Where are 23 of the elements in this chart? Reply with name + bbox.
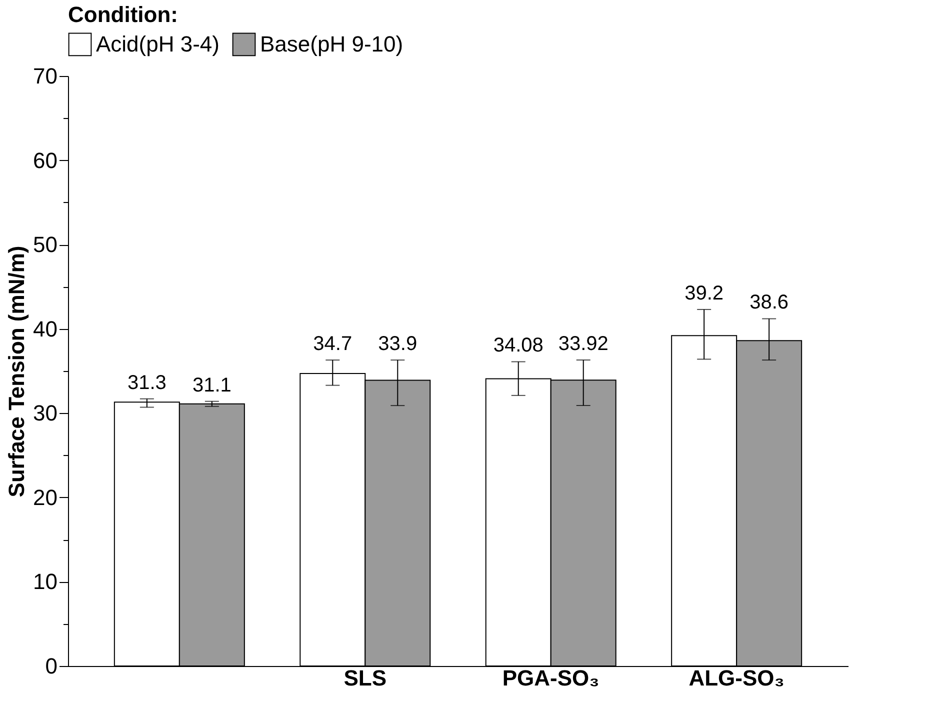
y-axis-title: Surface Tension (mN/m) [4,246,30,498]
legend-label: Acid(pH 3-4) [96,31,220,56]
legend-label: Base(pH 9-10) [260,31,404,56]
y-tick-label: 50 [33,232,58,258]
legend-title: Condition: [68,2,178,27]
y-tick-label: 0 [45,654,58,678]
y-tick-label: 20 [33,484,58,510]
data-label: 31.3 [127,372,166,394]
y-tick-label: 60 [33,148,58,173]
y-tick-label: 40 [33,316,58,342]
x-tick-label: PGA-SO₃ [502,666,600,690]
x-tick-label: SLS [344,666,387,690]
x-tick-label: ALG-SO₃ [688,666,784,690]
y-tick-label: 70 [33,64,58,88]
data-label: 34.08 [493,334,544,357]
y-tick-label: 10 [33,569,58,594]
data-label: 33.9 [378,333,418,356]
data-label: 39.2 [684,282,724,304]
data-label: 38.6 [750,292,789,314]
data-label: 31.1 [192,374,232,396]
data-label: 34.7 [313,333,352,356]
data-label: 33.92 [558,333,608,356]
y-tick-label: 30 [33,400,58,426]
